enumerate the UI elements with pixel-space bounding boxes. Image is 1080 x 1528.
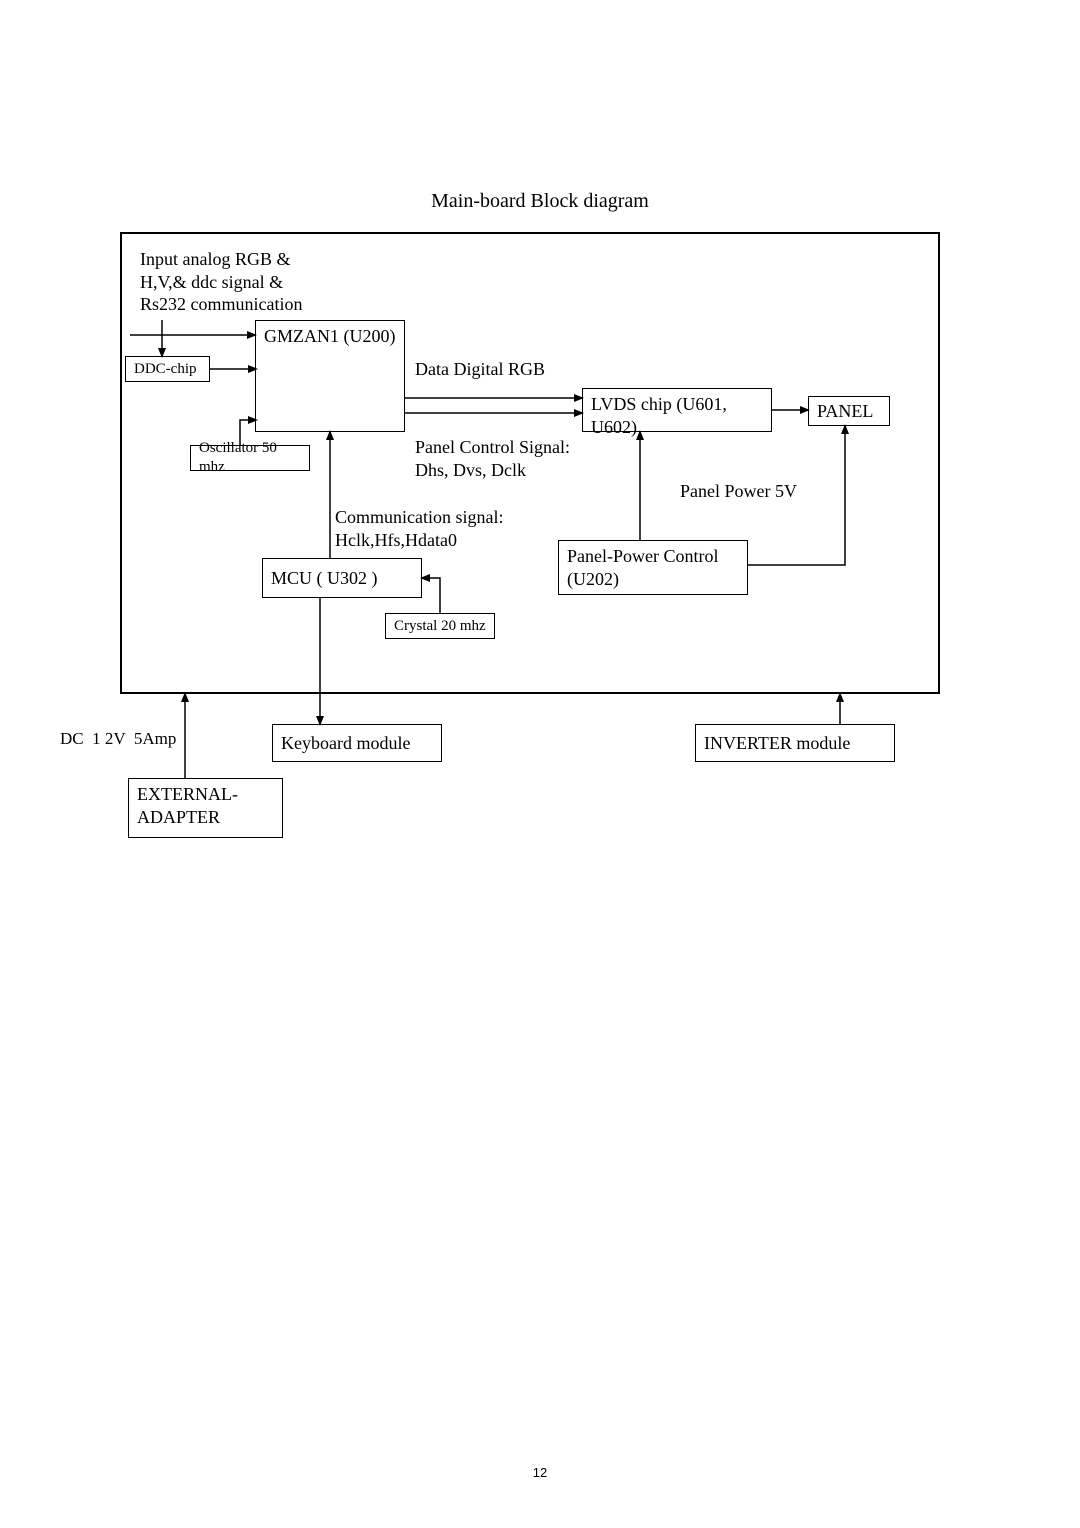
panel-block: PANEL	[808, 396, 890, 426]
dc-12v-5amp-label: DC 1 2V 5Amp	[60, 728, 176, 749]
arrows-layer	[0, 0, 1080, 1528]
external-adapter-block: EXTERNAL-ADAPTER	[128, 778, 283, 838]
ddc-chip-block: DDC-chip	[125, 356, 210, 382]
crystal-block: Crystal 20 mhz	[385, 613, 495, 639]
input-signal-label: Input analog RGB & H,V,& ddc signal & Rs…	[140, 248, 302, 316]
oscillator-block: Oscillator 50 mhz	[190, 445, 310, 471]
page-root: Main-board Block diagram Input analog RG…	[0, 0, 1080, 1528]
panel-power-5v-label: Panel Power 5V	[680, 480, 797, 503]
data-digital-rgb-label: Data Digital RGB	[415, 358, 545, 381]
gmzan-block: GMZAN1 (U200)	[255, 320, 405, 432]
diagram-title: Main-board Block diagram	[0, 190, 1080, 213]
inverter-module-block: INVERTER module	[695, 724, 895, 762]
panel-control-signal-label: Panel Control Signal: Dhs, Dvs, Dclk	[415, 436, 570, 481]
panel-power-control-block: Panel-Power Control (U202)	[558, 540, 748, 595]
page-number: 12	[0, 1465, 1080, 1480]
communication-signal-label: Communication signal: Hclk,Hfs,Hdata0	[335, 506, 504, 551]
lvds-chip-block: LVDS chip (U601, U602)	[582, 388, 772, 432]
mcu-block: MCU ( U302 )	[262, 558, 422, 598]
keyboard-module-block: Keyboard module	[272, 724, 442, 762]
